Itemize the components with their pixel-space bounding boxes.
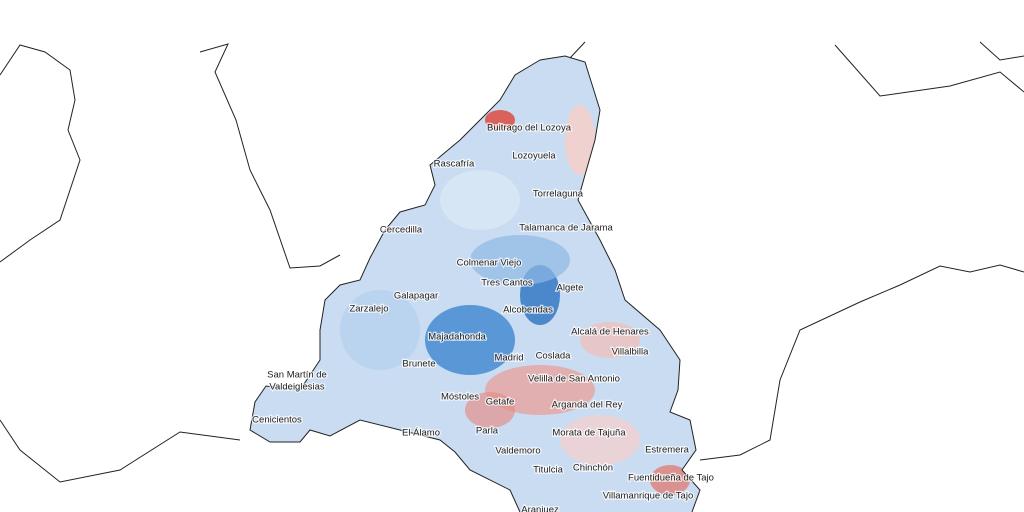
place-label: Cenicientos xyxy=(252,415,302,426)
place-label: Torrelaguna xyxy=(533,189,584,200)
place-label: Buitrago del Lozoya xyxy=(487,123,572,134)
place-label: Lozoyuela xyxy=(512,151,556,162)
place-label: Getafe xyxy=(486,397,515,408)
place-label: Algete xyxy=(557,283,584,294)
place-label: Cercedilla xyxy=(380,225,423,236)
place-label: Chinchón xyxy=(573,463,613,474)
place-label: Fuentidueña de Tajo xyxy=(628,473,714,484)
region-fill xyxy=(250,56,700,512)
place-label: Madrid xyxy=(494,353,523,364)
province-border xyxy=(199,43,341,269)
province-border xyxy=(569,41,586,59)
province-border xyxy=(979,41,1024,61)
place-label: Aranjuez xyxy=(521,505,559,512)
place-label: Colmenar Viejo xyxy=(457,258,522,269)
place-label: Rascafría xyxy=(434,159,475,170)
place-label: Villamanrique de Tajo xyxy=(603,491,694,502)
place-label: Valdeiglesias xyxy=(269,382,325,393)
place-label: Valdemoro xyxy=(495,446,540,457)
place-label: Velilla de San Antonio xyxy=(528,374,620,385)
region-border xyxy=(249,55,701,512)
place-label: San Martín de xyxy=(267,370,327,381)
place-label: Móstoles xyxy=(441,392,479,403)
province-border xyxy=(699,264,1024,461)
place-label: Galapagar xyxy=(394,291,438,302)
place-label: Titulcia xyxy=(533,465,563,476)
place-label: Parla xyxy=(476,426,499,437)
place-label: Arganda del Rey xyxy=(552,400,623,411)
place-label: Majadahonda xyxy=(428,332,486,343)
place-label: Talamanca de Jarama xyxy=(519,223,613,234)
place-label: Alcalá de Henares xyxy=(571,327,649,338)
place-label: El Álamo xyxy=(402,428,440,439)
place-label: Morata de Tajuña xyxy=(552,428,626,439)
place-label: Tres Cantos xyxy=(481,278,533,289)
place-label: Villalbilla xyxy=(612,347,650,358)
place-label: Estremera xyxy=(645,445,690,456)
province-border xyxy=(834,44,1024,97)
place-label: Alcobendas xyxy=(503,305,553,316)
place-label: Zarzalejo xyxy=(349,304,388,315)
province-border xyxy=(0,44,81,263)
province-border xyxy=(0,419,241,483)
place-label: Brunete xyxy=(402,359,435,370)
place-label: Coslada xyxy=(536,351,572,362)
